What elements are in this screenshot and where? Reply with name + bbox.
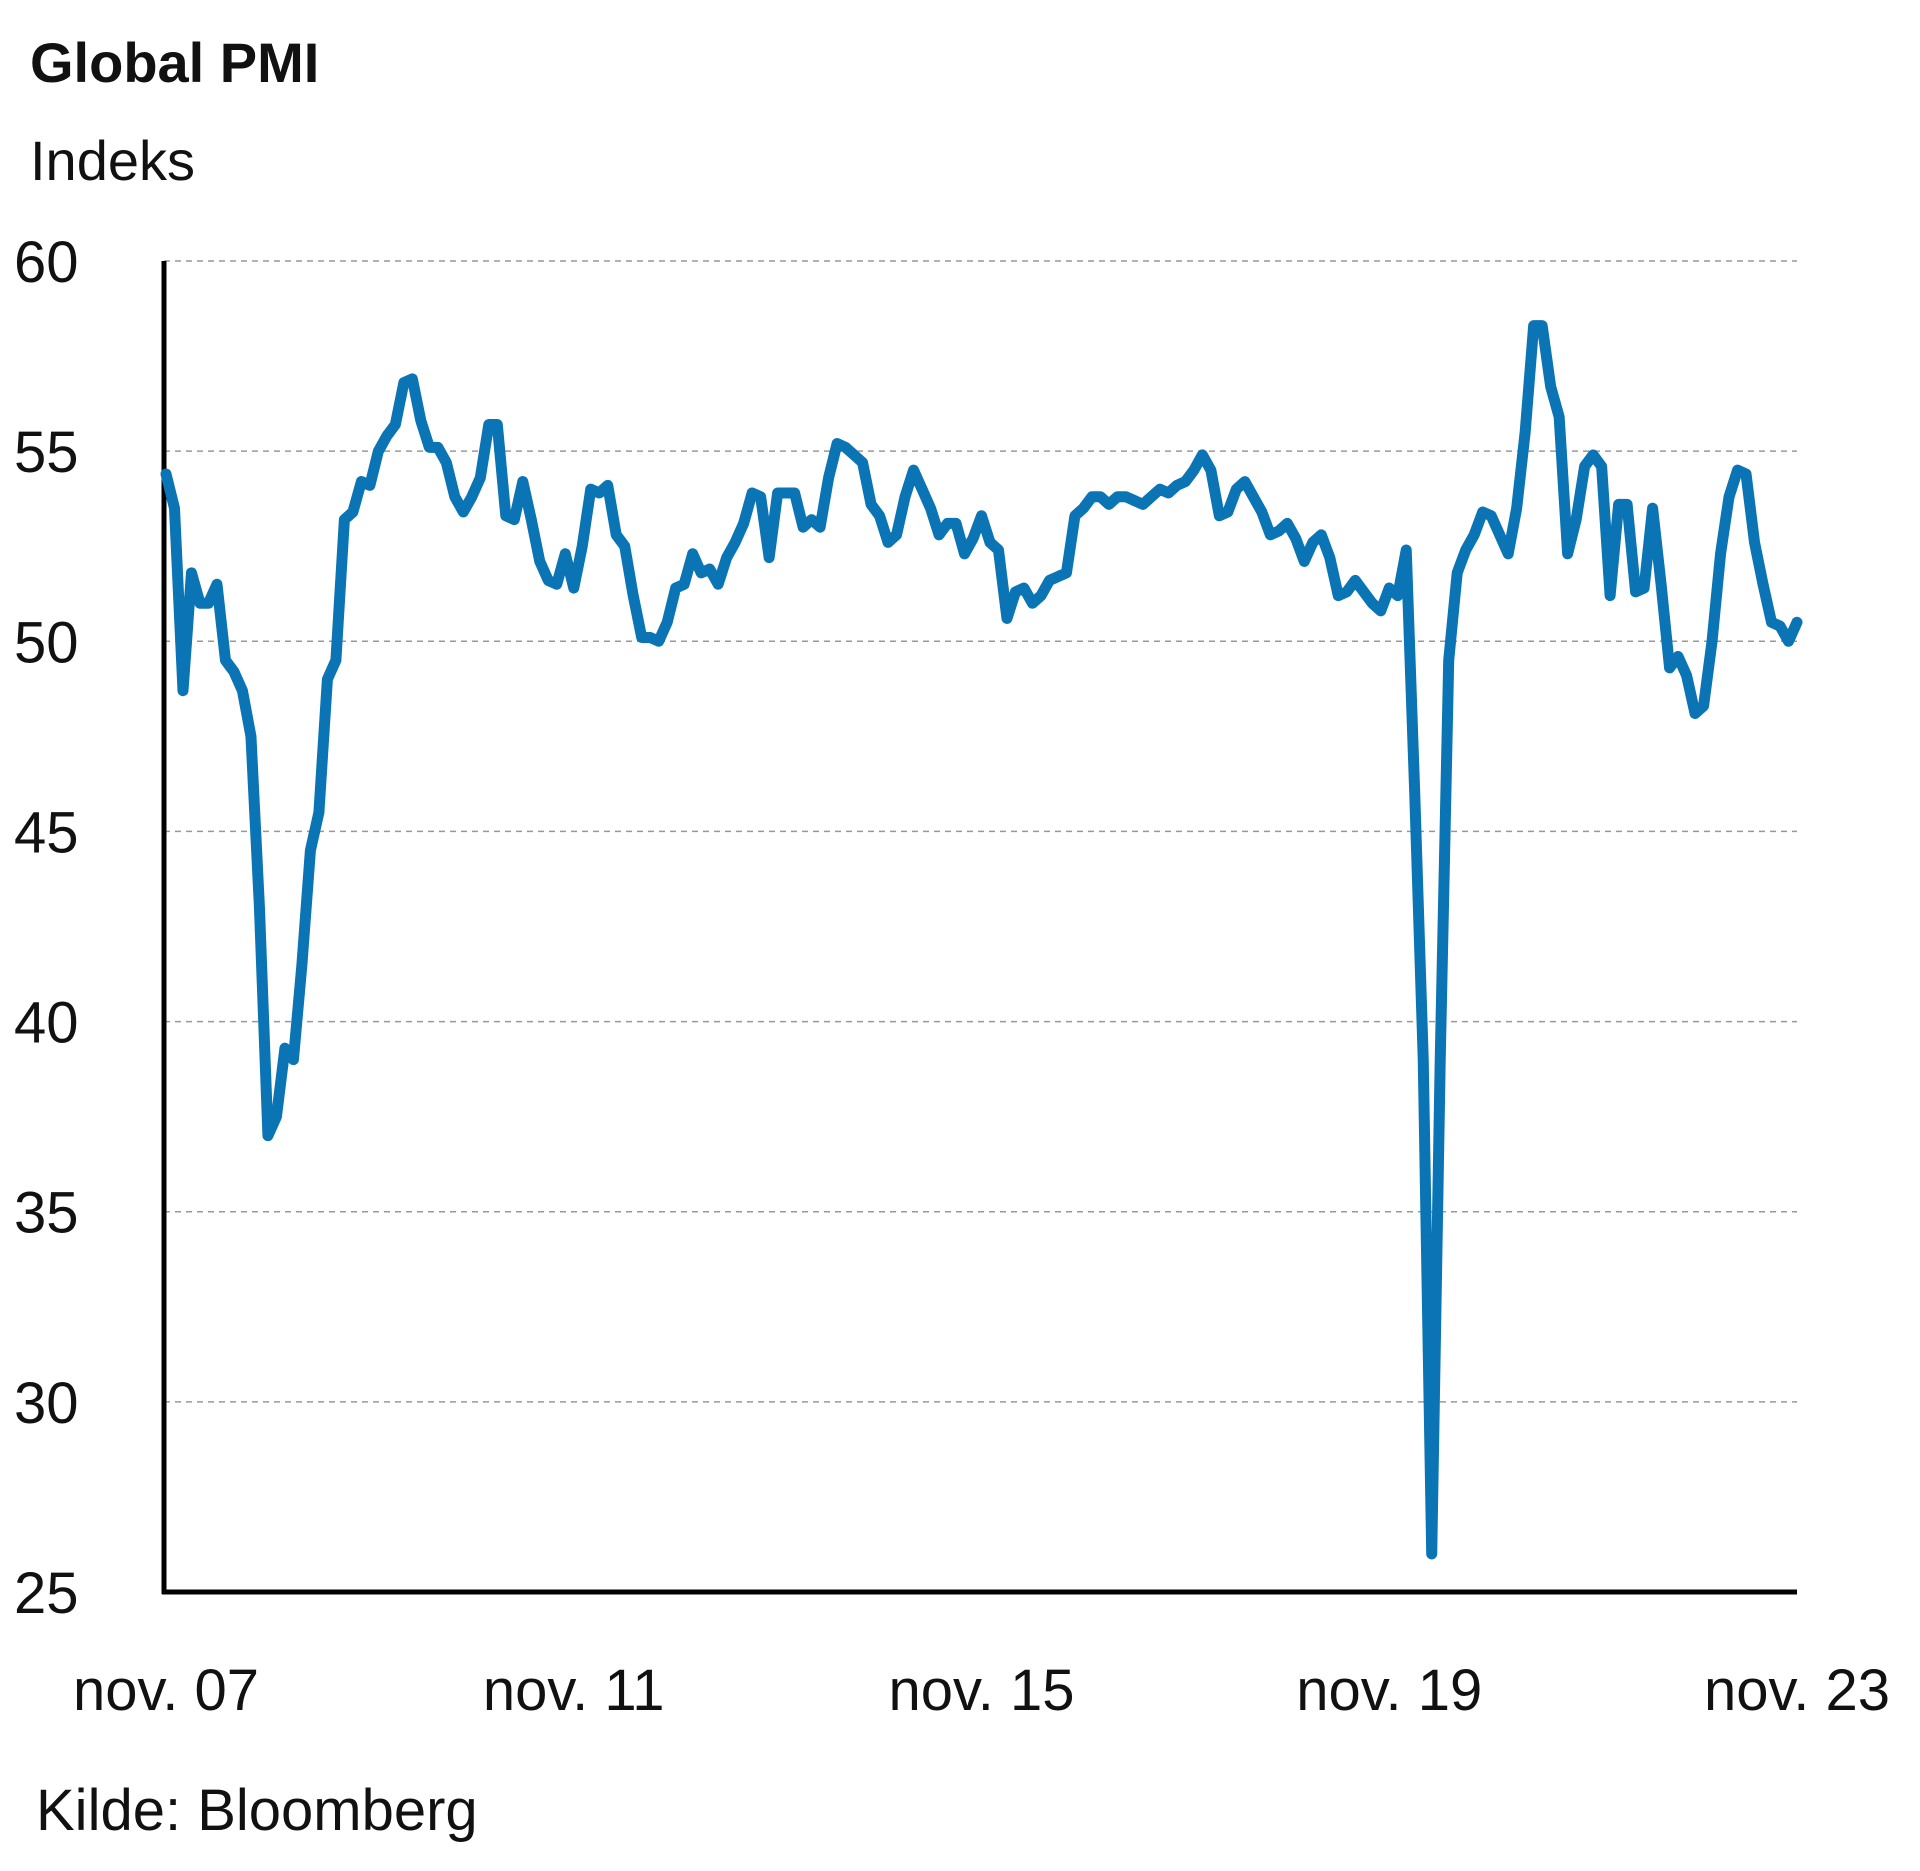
chart-subtitle: Indeks bbox=[30, 129, 195, 192]
y-tick-label: 60 bbox=[14, 230, 79, 295]
data-line bbox=[160, 320, 1803, 1560]
y-tick-label: 55 bbox=[14, 420, 79, 485]
y-tick-label: 25 bbox=[14, 1561, 79, 1626]
y-tick-label: 30 bbox=[14, 1371, 79, 1436]
x-tick-label: nov. 11 bbox=[483, 1658, 665, 1723]
y-tick-label: 40 bbox=[14, 991, 79, 1056]
x-tick-label: nov. 23 bbox=[1704, 1658, 1890, 1723]
chart-title: Global PMI bbox=[30, 31, 319, 94]
x-tick-label: nov. 19 bbox=[1296, 1658, 1482, 1723]
x-tick-label: nov. 07 bbox=[73, 1658, 259, 1723]
y-tick-label: 45 bbox=[14, 800, 79, 865]
source-note: Kilde: Bloomberg bbox=[36, 1778, 478, 1843]
y-tick-label: 50 bbox=[14, 610, 79, 675]
y-tick-label: 35 bbox=[14, 1181, 79, 1246]
x-tick-label: nov. 15 bbox=[889, 1658, 1075, 1723]
